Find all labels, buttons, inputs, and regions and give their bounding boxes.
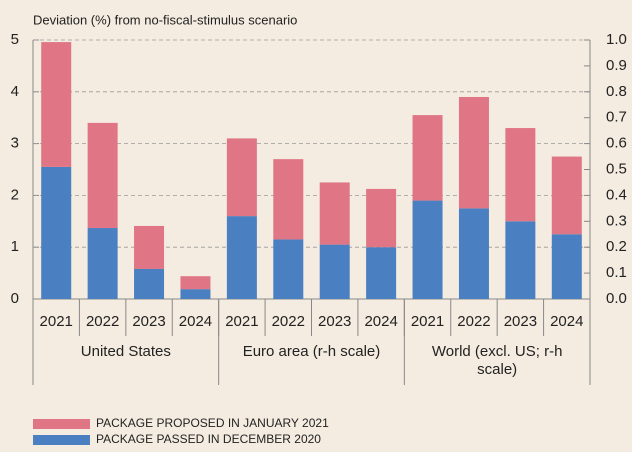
x-tick-label: 2021: [411, 313, 444, 330]
bar-segment: [226, 138, 257, 217]
bar-segment: [273, 239, 304, 299]
group-label-box: United States: [80, 343, 171, 360]
y-tick-label: 5: [11, 31, 19, 48]
bar-segment: [134, 225, 165, 269]
group-label-box: Euro area (r-h scale): [242, 343, 381, 360]
group-label: World (excl. US; r-h scale): [431, 343, 563, 378]
y2-tick-label: 0.8: [606, 83, 627, 100]
x-tick-label: 2023: [132, 313, 165, 330]
bar-segment: [505, 221, 536, 299]
bar-segment: [134, 268, 165, 299]
y2-tick-label: 1.0: [606, 31, 627, 48]
x-tick-label: 2022: [272, 313, 305, 330]
y-tick-label: 4: [11, 83, 19, 100]
x-tick-label: 2024: [550, 313, 583, 330]
y-tick-label: 0: [11, 290, 19, 307]
group-label: Euro area (r-h scale): [242, 343, 381, 360]
bar-segment: [366, 188, 397, 248]
bar-segment: [226, 216, 257, 299]
x-tick-label: 2022: [86, 313, 119, 330]
legend: PACKAGE PROPOSED IN JANUARY 2021 PACKAGE …: [33, 416, 329, 446]
bar-segment: [87, 122, 118, 229]
x-tick-label: 2024: [179, 313, 212, 330]
legend-label: PACKAGE PROPOSED IN JANUARY 2021: [96, 416, 329, 430]
y2-tick-label: 0.1: [606, 264, 627, 281]
y2-tick-label: 0.9: [606, 57, 627, 74]
y2-tick-label: 0.6: [606, 135, 627, 152]
y2-tick-label: 0.4: [606, 186, 627, 203]
x-tick-label: 2023: [318, 313, 351, 330]
chart-subtitle: Deviation (%) from no-fiscal-stimulus sc…: [33, 12, 297, 27]
bar-segment: [319, 244, 350, 299]
bar-segment: [412, 115, 443, 201]
bar-segment: [273, 159, 304, 240]
x-tick-label: 2021: [225, 313, 258, 330]
x-tick-label: 2024: [364, 313, 397, 330]
bar-segment: [412, 200, 443, 299]
bar-segment: [41, 166, 72, 299]
y-tick-label: 1: [11, 238, 19, 255]
legend-label: PACKAGE PASSED IN DECEMBER 2020: [96, 432, 321, 446]
y2-tick-label: 0.7: [606, 109, 627, 126]
x-tick-label: 2023: [504, 313, 537, 330]
bar-segment: [41, 42, 72, 167]
legend-swatch: [33, 435, 90, 445]
x-tick-label: 2021: [40, 313, 73, 330]
bar-segment: [366, 247, 397, 299]
bar-segment: [319, 182, 350, 245]
y-tick-label: 3: [11, 135, 19, 152]
bar-segment: [87, 228, 118, 299]
bar-segment: [180, 289, 211, 299]
bar-segment: [458, 96, 489, 209]
bar-segment: [458, 208, 489, 299]
y-tick-label: 2: [11, 186, 19, 203]
bar-segment: [180, 276, 211, 290]
group-label: United States: [80, 343, 171, 360]
bar-segment: [551, 234, 582, 299]
group-label-box: World (excl. US; r-h scale): [431, 343, 563, 378]
y2-tick-label: 0.0: [606, 290, 627, 307]
y2-tick-label: 0.3: [606, 212, 627, 229]
bar-segment: [551, 156, 582, 235]
legend-swatch: [33, 419, 90, 429]
y2-tick-label: 0.2: [606, 238, 627, 255]
y2-tick-label: 0.5: [606, 160, 627, 177]
x-tick-label: 2022: [457, 313, 490, 330]
bar-segment: [505, 128, 536, 222]
